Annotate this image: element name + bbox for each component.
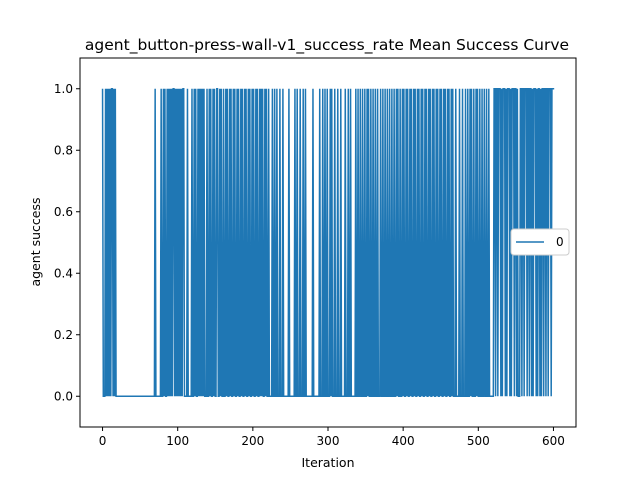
y-tick-label: 0.4 bbox=[54, 266, 73, 280]
y-tick-label: 0.2 bbox=[54, 328, 73, 342]
x-axis: 0 100 200 300 400 500 600 bbox=[99, 427, 565, 448]
y-tick-label: 0.0 bbox=[54, 389, 73, 403]
y-tick-label: 0.6 bbox=[54, 205, 73, 219]
x-tick-label: 300 bbox=[317, 434, 340, 448]
series-0-path bbox=[101, 88, 555, 397]
x-tick-label: 200 bbox=[241, 434, 264, 448]
legend: 0 bbox=[510, 228, 570, 256]
y-axis-label: agent success bbox=[28, 198, 43, 287]
x-tick-label: 500 bbox=[467, 434, 490, 448]
x-tick-label: 100 bbox=[166, 434, 189, 448]
x-tick-label: 600 bbox=[542, 434, 565, 448]
y-tick-label: 1.0 bbox=[54, 82, 73, 96]
x-tick-label: 400 bbox=[392, 434, 415, 448]
chart-title: agent_button-press-wall-v1_success_rate … bbox=[85, 36, 569, 55]
series-line-0 bbox=[101, 88, 555, 397]
x-tick-label: 0 bbox=[99, 434, 107, 448]
x-axis-label: Iteration bbox=[301, 455, 354, 470]
legend-label: 0 bbox=[556, 235, 564, 249]
y-tick-label: 0.8 bbox=[54, 143, 73, 157]
y-axis: 0.0 0.2 0.4 0.6 0.8 1.0 bbox=[54, 82, 80, 403]
plot-area bbox=[79, 57, 577, 428]
